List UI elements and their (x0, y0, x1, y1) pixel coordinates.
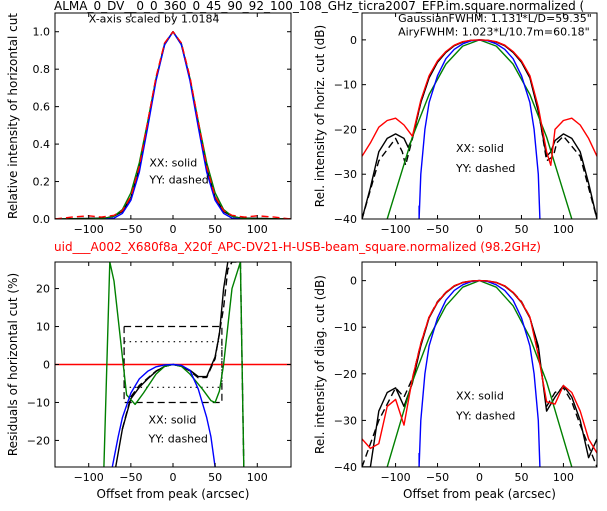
plot-area (362, 279, 597, 467)
series-line-4 (111, 363, 216, 467)
plot-area (55, 31, 291, 219)
x-tick-label: −50 (119, 223, 142, 236)
series-line-2 (55, 31, 291, 219)
y-tick-label: 0 (350, 34, 357, 47)
y-tick-label: 0.8 (33, 63, 51, 76)
y-tick-label: 0 (43, 359, 50, 372)
series-line-1 (362, 39, 597, 219)
x-axis-label: Offset from peak (arcsec) (403, 487, 556, 501)
series-line-1 (362, 279, 597, 467)
series-line-3 (418, 279, 541, 467)
y-tick-label: −40 (334, 461, 357, 474)
series-line-4 (55, 31, 291, 219)
x-tick-label: 0 (476, 223, 483, 236)
x-tick-label: 100 (247, 223, 268, 236)
series-line-4 (362, 39, 597, 167)
annotation-text-3: YY: dashed (455, 162, 515, 175)
x-tick-label: 100 (247, 471, 268, 484)
series-line-0 (362, 279, 597, 467)
y-tick-label: 20 (36, 283, 50, 296)
y-tick-label: −20 (334, 368, 357, 381)
y-tick-label: −10 (334, 79, 357, 92)
series-line-0 (55, 31, 291, 219)
y-axis-label: Rel. intensity of horiz. cut (dB) (313, 25, 327, 207)
x-tick-label: 0 (476, 471, 483, 484)
x-tick-label: 100 (553, 471, 574, 484)
annotation-text-1: XX: solid (149, 157, 197, 170)
series-line-4 (362, 279, 597, 454)
y-tick-label: 0 (350, 275, 357, 288)
annotation-text-1: YY: dashed (455, 409, 515, 422)
y-tick-label: −20 (334, 123, 357, 136)
x-tick-label: −100 (380, 223, 410, 236)
series-line-3 (105, 31, 241, 219)
annotation-text-0: GaussianFWHM: 1.131*L/D=59.35" (398, 12, 592, 25)
x-tick-label: −100 (74, 471, 104, 484)
x-tick-label: −50 (426, 223, 449, 236)
series-line-2 (386, 39, 573, 219)
y-tick-label: 10 (36, 321, 50, 334)
x-tick-label: 50 (208, 223, 222, 236)
x-tick-label: −100 (74, 223, 104, 236)
y-axis-label: Relative intensity of horizontal cut (6, 13, 20, 219)
figure-title: ALMA_0_DV__0_0_360_0_45_90_92_100_108_GH… (54, 0, 584, 13)
y-tick-label: 0.2 (33, 176, 51, 189)
y-tick-label: −10 (27, 396, 50, 409)
x-axis-label: Offset from peak (arcsec) (97, 487, 250, 501)
annotation-text-1: YY: dashed (148, 432, 208, 445)
x-tick-label: 50 (514, 223, 528, 236)
y-tick-label: 1.0 (33, 26, 51, 39)
x-tick-label: 50 (514, 471, 528, 484)
plot-area (362, 39, 597, 219)
axes-frame (54, 12, 292, 220)
x-tick-label: −100 (380, 471, 410, 484)
x-tick-label: −50 (119, 471, 142, 484)
annotation-text-0: XX: solid (456, 389, 504, 402)
y-tick-label: −40 (334, 213, 357, 226)
y-axis-label: Rel. intensity of diag. cut (dB) (313, 275, 327, 454)
y-tick-label: 0.4 (33, 138, 51, 151)
x-tick-label: 0 (170, 223, 177, 236)
y-tick-label: −20 (27, 434, 50, 447)
y-axis-label: Residuals of horizontal cut (%) (6, 273, 20, 456)
figure-subtitle: uid___A002_X680f8a_X20f_APC-DV21-H-USB-b… (54, 240, 541, 254)
y-tick-label: −30 (334, 414, 357, 427)
series-line-2 (121, 262, 245, 467)
axes-frame (361, 261, 598, 468)
y-tick-label: −10 (334, 321, 357, 334)
annotation-text-2: XX: solid (456, 142, 504, 155)
annotation-text-0: X-axis scaled by 1.0184 (89, 12, 220, 25)
annotation-text-2: YY: dashed (148, 173, 208, 186)
series-line-0 (362, 39, 597, 219)
y-tick-label: −30 (334, 168, 357, 181)
series-line-3 (418, 39, 541, 219)
x-tick-label: 0 (170, 471, 177, 484)
plot-area (55, 262, 291, 467)
chart-panel-horizontal-cut: −100 −50 0 50 100 0.0 0.2 0.4 0.6 0.8 1.0 Relative … (6, 12, 292, 236)
series-line-3 (103, 262, 245, 467)
series-line-2 (386, 279, 573, 467)
y-tick-label: 0.6 (33, 101, 51, 114)
annotation-text-0: XX: solid (149, 413, 197, 426)
series-line-1 (55, 31, 291, 219)
annotation-text-1: AiryFWHM: 1.023*L/10.7m=60.18" (398, 25, 590, 38)
x-tick-label: 50 (208, 471, 222, 484)
y-tick-label: 0.0 (33, 213, 51, 226)
x-tick-label: −50 (426, 471, 449, 484)
x-tick-label: 100 (553, 223, 574, 236)
